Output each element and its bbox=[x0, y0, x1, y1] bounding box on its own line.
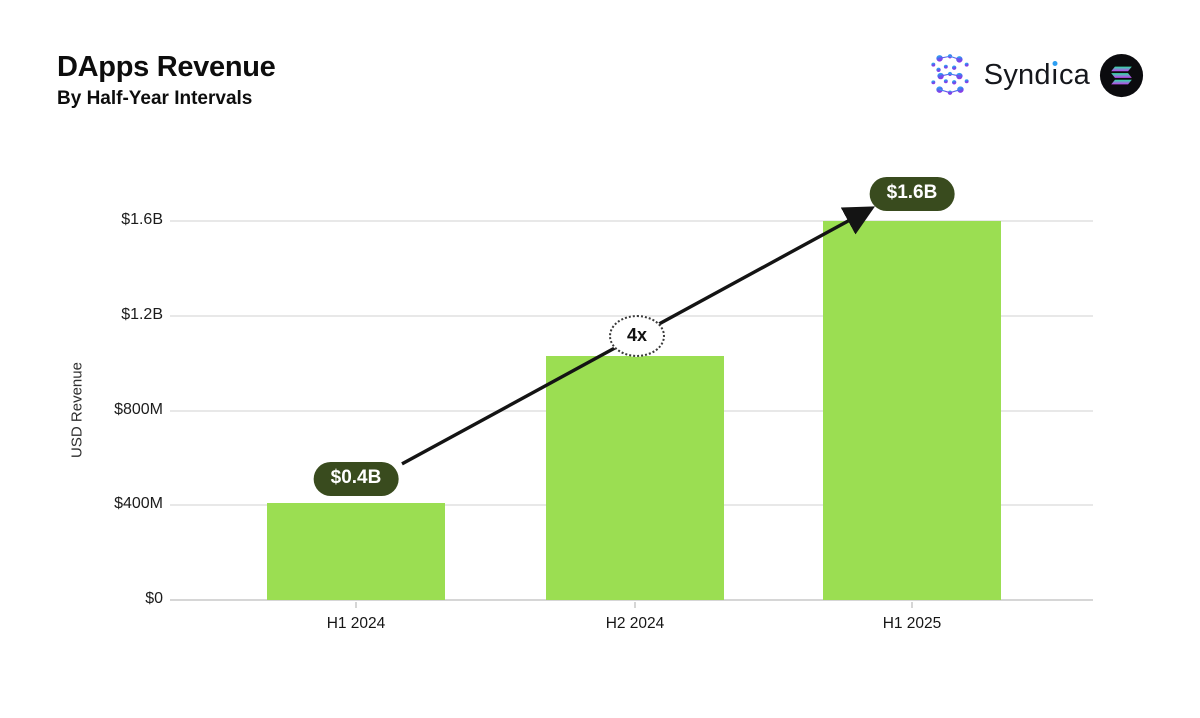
bar-h2-2024 bbox=[546, 356, 724, 600]
multiplier-badge: 4x bbox=[609, 314, 665, 357]
title-block: DApps Revenue By Half-Year Intervals bbox=[57, 51, 276, 110]
bar-h1-2024 bbox=[267, 502, 445, 600]
value-pill-end: $1.6B bbox=[869, 177, 955, 211]
y-tick-label: $0 bbox=[145, 590, 163, 607]
y-tick-label: $1.6B bbox=[121, 211, 163, 228]
x-tick-mark bbox=[634, 602, 636, 608]
solana-logo-icon bbox=[1099, 53, 1144, 97]
bar-h1-2025 bbox=[823, 221, 1001, 600]
page-subtitle: By Half-Year Intervals bbox=[57, 87, 253, 109]
page-title: DApps Revenue bbox=[57, 51, 276, 83]
brand-wordmark: Synd ı ca bbox=[984, 59, 1090, 92]
syndica-logo-icon bbox=[931, 54, 969, 95]
x-tick-mark bbox=[911, 602, 913, 608]
gridline bbox=[170, 599, 1093, 601]
x-tick-label: H2 2024 bbox=[605, 615, 665, 632]
value-pill-start: $0.4B bbox=[313, 461, 399, 496]
y-tick-label: $1.2B bbox=[121, 305, 163, 323]
x-tick-label: H1 2025 bbox=[882, 615, 942, 632]
brand-block: Synd ı ca bbox=[925, 48, 1144, 102]
x-tick-mark bbox=[355, 602, 357, 608]
brand-text-post: ca bbox=[1058, 58, 1090, 91]
brand-text-i: ı bbox=[1050, 58, 1059, 91]
x-tick-label: H1 2024 bbox=[326, 615, 386, 632]
y-tick-label: $400M bbox=[114, 495, 163, 513]
brand-text-pre: Synd bbox=[983, 58, 1051, 91]
y-tick-label: $800M bbox=[114, 400, 163, 418]
